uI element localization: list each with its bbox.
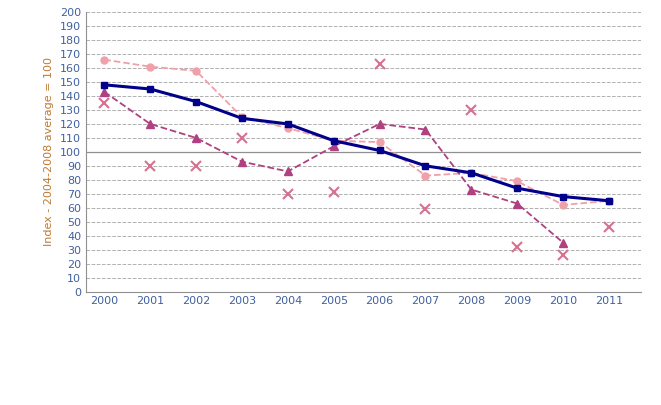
Y-axis label: Index - 2004-2008 average = 100: Index - 2004-2008 average = 100	[44, 58, 54, 246]
